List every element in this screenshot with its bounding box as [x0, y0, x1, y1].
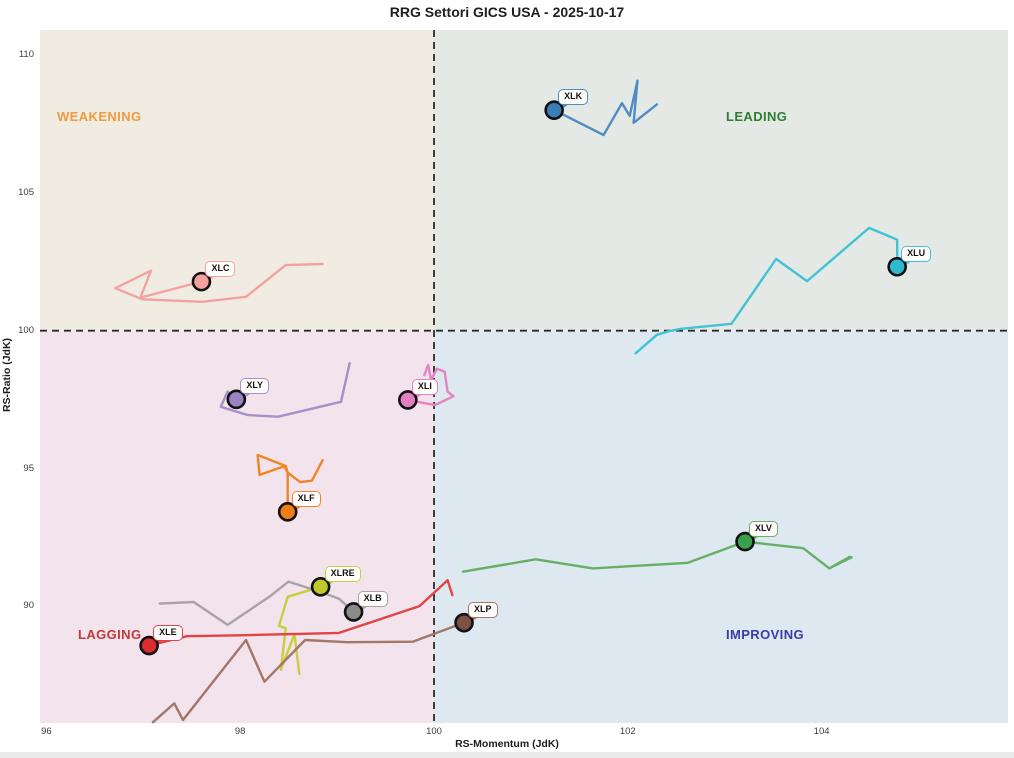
quadrant-bg-bottom-right [434, 330, 1008, 723]
quadrant-bg-bottom-left [40, 330, 434, 723]
quadrant-bg-top-left [40, 30, 434, 331]
x-axis-title: RS-Momentum (JdK) [455, 738, 559, 750]
trail-XLK [553, 79, 659, 137]
sector-label-XLF: XLF [291, 490, 321, 507]
trail-XLP [151, 621, 466, 724]
sector-label-XLB: XLB [357, 590, 388, 607]
sector-label-XLRE: XLRE [324, 565, 361, 582]
quadrant-label-leading: LEADING [726, 109, 788, 124]
x-tick-label: 98 [234, 726, 246, 737]
sector-label-XLV: XLV [749, 520, 778, 537]
sector-label-XLE: XLE [153, 624, 183, 641]
dot-XLY [226, 389, 247, 410]
dot-XLB [343, 602, 364, 622]
quadrant-label-lagging: LAGGING [78, 627, 142, 642]
trail-XLC [113, 262, 324, 303]
sector-label-XLU: XLU [901, 245, 932, 262]
dot-XLC [191, 271, 212, 292]
sector-label-XLK: XLK [558, 89, 589, 106]
trail-XLY [219, 362, 351, 418]
x-tick-label: 104 [813, 726, 830, 737]
window-bottom-edge [0, 752, 1014, 758]
trail-XLF [256, 453, 324, 513]
quadrant-label-improving: IMPROVING [726, 627, 804, 642]
dot-XLU [887, 256, 907, 277]
trail-XLE [147, 579, 454, 647]
sector-label-XLY: XLY [240, 378, 269, 395]
sector-label-XLC: XLC [205, 260, 236, 277]
x-tick-label: 100 [426, 726, 442, 737]
chart-title: RRG Settori GICS USA - 2025-10-17 [389, 4, 625, 20]
x-tick-label: 102 [619, 726, 636, 737]
dot-XLP [454, 612, 474, 633]
dot-XLE [139, 635, 159, 656]
quadrant-label-weakening: WEAKENING [57, 109, 142, 124]
trail-XLU [634, 226, 899, 355]
y-tick-label: 100 [18, 324, 34, 336]
y-tick-label: 105 [18, 186, 34, 198]
sector-label-XLI: XLI [411, 378, 438, 395]
dot-XLF [277, 502, 298, 522]
dot-XLI [398, 390, 418, 410]
y-tick-label: 90 [23, 600, 34, 612]
x-tick-label: 96 [41, 726, 52, 737]
trail-XLI [406, 363, 455, 407]
quadrant-bg-top-right [434, 30, 1008, 331]
y-tick-label: 95 [23, 462, 34, 474]
dot-XLRE [310, 577, 331, 597]
dot-XLK [544, 100, 564, 120]
trail-XLB [158, 580, 355, 627]
sector-label-XLP: XLP [468, 601, 498, 618]
dot-XLV [735, 531, 755, 552]
y-tick-label: 110 [18, 49, 34, 60]
trail-XLV [461, 540, 853, 573]
y-axis-title: RS-Ratio (JdK) [1, 337, 13, 413]
